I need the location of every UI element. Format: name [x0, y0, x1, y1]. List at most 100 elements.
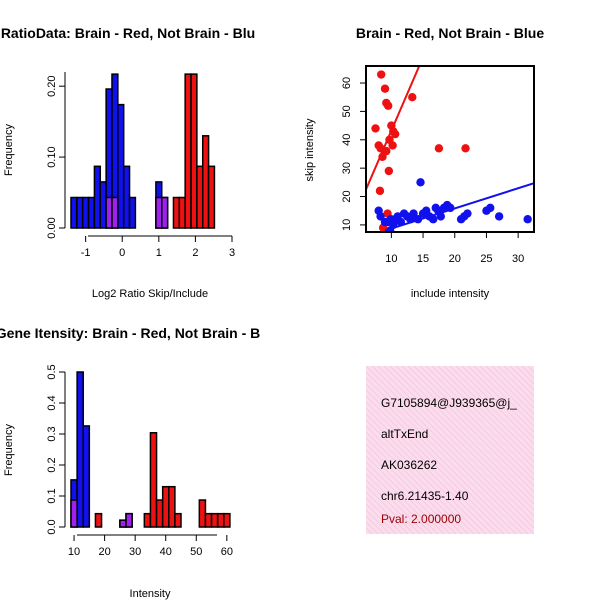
hatch-line: [371, 365, 535, 529]
scatter-red-point-17: [434, 144, 444, 153]
ratio-red-bar-3: [160, 196, 169, 229]
gene-red-bar-1: [94, 512, 103, 528]
gene-red-bar-6: [155, 499, 164, 528]
hatch-line: [365, 479, 421, 535]
gene-blue-bar-1: [76, 371, 84, 528]
scatter-x-tick-label-4: 30: [512, 253, 524, 265]
gene-red-bar-14: [223, 512, 231, 528]
hatch-line: [365, 431, 469, 535]
scatter-blue-point-30: [494, 212, 504, 221]
hatch-line: [365, 527, 373, 535]
gene-red-bar-13: [216, 512, 225, 528]
gene-y-tick-label-4: 0.4: [46, 395, 58, 410]
hatch-line: [449, 365, 535, 451]
scatter-xlabel: include intensity: [411, 288, 490, 300]
ratio-x-tick-label-1: 0: [119, 247, 125, 259]
hatch-line: [503, 365, 535, 397]
gene-y-tick-label-3: 0.3: [46, 426, 58, 441]
gene-intensity-ylabel: Frequency: [3, 424, 15, 476]
gene-red-bar-12: [210, 512, 219, 528]
scatter-blue-point-1: [376, 212, 385, 221]
hatch-line: [467, 365, 535, 433]
hatch-line: [515, 365, 535, 385]
hatch-line: [497, 365, 535, 403]
ratio-x-tick-label-0: -1: [81, 247, 91, 259]
hatch-line: [365, 401, 499, 535]
ratio-x-tick-label-2: 1: [156, 247, 162, 259]
scatter-red-point-16: [384, 166, 394, 176]
hatch-line: [383, 365, 535, 517]
hatch-line: [419, 365, 535, 481]
ratio-histogram-axes: -1 0 1 2 3 0.00 0.10 0.20: [46, 72, 235, 259]
scatter-blue-point-31: [523, 215, 532, 224]
scatter-y-tick-label-2: 30: [341, 162, 353, 174]
ratio-x-tick-label-3: 2: [192, 247, 198, 259]
scatter-x-tick-label-1: 15: [417, 253, 429, 265]
scatter-axes: 10 15 20 25 30 10 20 30 40 50 60: [341, 65, 535, 265]
scatter-blue-point-18: [429, 215, 438, 224]
scatter-y-tick-label-0: 10: [341, 219, 353, 231]
ratio-histogram-bars: [70, 73, 216, 229]
hatch-line: [365, 467, 433, 535]
ratio-blue-bar-9: [122, 165, 131, 229]
info-location: chr6.21435-1.40: [381, 489, 469, 503]
gene-red-bar-8: [168, 485, 176, 528]
hatch-line: [365, 395, 505, 535]
hatch-line: [365, 419, 481, 535]
gene-x-tick-label-5: 60: [221, 546, 233, 558]
hatch-line: [425, 365, 535, 475]
hatch-line: [365, 497, 403, 535]
ratio-red-bar-4: [172, 196, 181, 229]
ratio-blue-bar-2: [81, 196, 90, 229]
hatch-line: [407, 365, 535, 493]
info-accession: AK036262: [381, 458, 437, 472]
ratio-red-bar-1: [111, 196, 119, 229]
scatter-red-point-15: [375, 186, 385, 196]
hatch-line: [365, 443, 457, 535]
gene-red-bar-7: [161, 485, 170, 528]
gene-intensity-title: Gene Itensity: Brain - Red, Not Brain - …: [0, 325, 260, 341]
hatch-line: [485, 365, 535, 415]
hatch-line: [389, 365, 535, 511]
gene-y-tick-label-0: 0.0: [46, 519, 58, 534]
info-pval: Pval: 2.000000: [381, 512, 461, 526]
intensity-scatter-panel: Brain - Red, Not Brain - Blue include in…: [304, 25, 544, 300]
gene-intensity-axes: 10 20 30 40 50 60 0.0 0.1 0.2 0.3 0.4 0.5: [46, 364, 233, 558]
gene-red-bar-2: [119, 519, 127, 528]
ratio-red-bar-0: [105, 196, 113, 229]
ratio-red-bar-10: [207, 165, 216, 229]
hatch-line: [365, 455, 445, 535]
hatch-line: [527, 365, 535, 373]
scatter-y-tick-label-4: 50: [341, 105, 353, 117]
ratio-red-bar-5: [178, 196, 186, 229]
scatter-blue-point-27: [463, 209, 472, 218]
hatch-line: [365, 413, 487, 535]
gene-y-tick-label-5: 0.5: [46, 364, 58, 379]
ratio-blue-bar-1: [76, 196, 84, 229]
ratio-y-tick-label-2: 0.20: [46, 75, 58, 96]
scatter-red-point-18: [461, 144, 470, 153]
hatch-line: [365, 389, 511, 535]
scatter-x-tick-label-0: 10: [385, 253, 397, 265]
hatch-line: [365, 473, 427, 535]
scatter-blue-point-14: [416, 178, 425, 187]
hatch-line: [365, 365, 535, 535]
hatch-line: [365, 491, 409, 535]
gene-x-tick-label-0: 10: [68, 546, 80, 558]
ratio-red-bar-9: [201, 135, 210, 229]
hatch-line: [443, 365, 535, 457]
hatch-line: [479, 365, 535, 421]
scatter-ylabel: skip intensity: [304, 118, 316, 181]
ratio-y-tick-label-0: 0.00: [46, 217, 58, 238]
hatch-line: [365, 449, 451, 535]
hatch-line: [365, 509, 391, 535]
scatter-red-fit-line: [366, 66, 421, 190]
ratio-blue-bar-4: [93, 165, 102, 229]
scatter-title: Brain - Red, Not Brain - Blue: [356, 25, 544, 41]
hatch-line: [365, 407, 493, 535]
ratio-red-bar-2: [155, 196, 163, 229]
scatter-y-tick-label-1: 20: [341, 190, 353, 202]
scatter-red-point-0: [377, 70, 386, 79]
gene-y-tick-label-2: 0.2: [46, 457, 58, 472]
